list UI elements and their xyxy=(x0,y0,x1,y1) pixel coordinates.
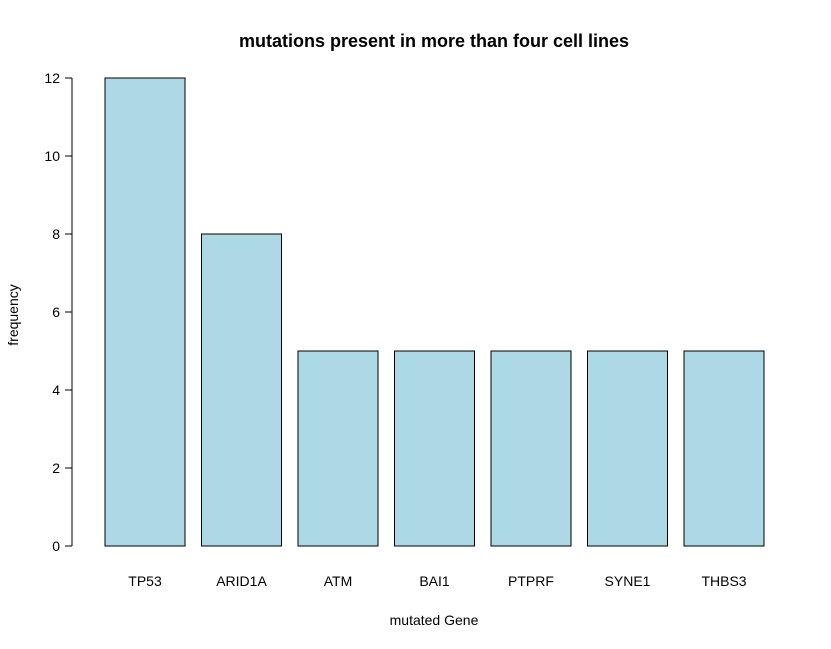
x-category-label: ARID1A xyxy=(216,573,267,589)
bars xyxy=(104,77,765,547)
y-tick-label: 0 xyxy=(52,538,60,554)
bar-thbs3 xyxy=(683,350,765,547)
chart-title: mutations present in more than four cell… xyxy=(239,31,629,51)
y-tick-label: 2 xyxy=(52,460,60,476)
x-category-label: SYNE1 xyxy=(605,573,651,589)
bar-ptprf xyxy=(490,350,572,547)
y-tick-label: 6 xyxy=(52,304,60,320)
x-axis-label: mutated Gene xyxy=(390,612,479,628)
bar-syne1 xyxy=(587,350,668,547)
y-axis-label: frequency xyxy=(5,284,21,345)
bar-bai1 xyxy=(394,350,475,547)
y-axis: 0 2 4 6 8 10 12 xyxy=(44,70,73,554)
y-tick-label: 8 xyxy=(52,226,60,242)
bar-tp53 xyxy=(104,77,186,547)
x-category-label: BAI1 xyxy=(419,573,450,589)
y-tick-label: 10 xyxy=(44,148,60,164)
category-labels: TP53 ARID1A ATM BAI1 PTPRF SYNE1 THBS3 xyxy=(128,573,747,589)
bar-arid1a xyxy=(201,233,282,547)
y-tick-label: 4 xyxy=(52,382,60,398)
x-category-label: THBS3 xyxy=(701,573,746,589)
x-category-label: PTPRF xyxy=(508,573,554,589)
x-category-label: TP53 xyxy=(128,573,162,589)
y-tick-label: 12 xyxy=(44,70,60,86)
x-category-label: ATM xyxy=(324,573,353,589)
bar-atm xyxy=(297,350,379,547)
